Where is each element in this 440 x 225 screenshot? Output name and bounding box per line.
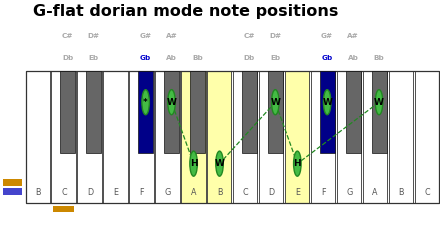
Bar: [285, 71, 309, 203]
Text: Bb: Bb: [374, 55, 385, 61]
Text: E: E: [295, 188, 300, 197]
Bar: [53, 206, 73, 212]
Text: Ab: Ab: [166, 55, 177, 61]
Text: A: A: [372, 188, 378, 197]
Text: D: D: [87, 188, 93, 197]
Circle shape: [142, 90, 149, 115]
Text: A: A: [191, 188, 196, 197]
Text: G-flat dorian mode note positions: G-flat dorian mode note positions: [33, 4, 338, 19]
Bar: [3, 179, 22, 186]
Text: W: W: [322, 98, 332, 107]
Bar: [129, 71, 154, 203]
Text: W: W: [270, 98, 280, 107]
Text: H: H: [293, 159, 301, 168]
Bar: [207, 71, 231, 203]
Bar: [77, 71, 102, 203]
Text: G#: G#: [321, 33, 333, 39]
Text: B: B: [217, 188, 222, 197]
Text: C: C: [61, 188, 67, 197]
Circle shape: [168, 90, 175, 115]
Text: B: B: [398, 188, 404, 197]
Bar: [164, 71, 179, 153]
Text: Bb: Bb: [192, 55, 203, 61]
Text: Db: Db: [62, 55, 73, 61]
Text: Gb: Gb: [140, 55, 151, 61]
Text: C#: C#: [62, 33, 73, 39]
Bar: [345, 71, 361, 153]
Text: Eb: Eb: [270, 55, 280, 61]
Bar: [389, 71, 413, 203]
Text: Db: Db: [244, 55, 255, 61]
Text: A#: A#: [347, 33, 359, 39]
Circle shape: [293, 151, 301, 176]
Text: C#: C#: [244, 33, 255, 39]
Bar: [3, 188, 22, 195]
Bar: [51, 71, 76, 203]
Text: F: F: [321, 188, 326, 197]
Bar: [60, 71, 75, 153]
Bar: [337, 71, 361, 203]
Circle shape: [375, 90, 383, 115]
Bar: [155, 71, 180, 203]
Bar: [319, 71, 335, 153]
Bar: [103, 71, 128, 203]
Text: W: W: [374, 98, 384, 107]
Bar: [259, 71, 283, 203]
Text: basicmusictheory.com: basicmusictheory.com: [11, 81, 15, 135]
Text: Gb: Gb: [322, 55, 333, 61]
Bar: [233, 71, 257, 203]
Text: B: B: [35, 188, 41, 197]
Bar: [26, 71, 440, 203]
Bar: [414, 71, 439, 203]
Bar: [363, 71, 387, 203]
Bar: [242, 71, 257, 153]
Text: D: D: [268, 188, 275, 197]
Text: *: *: [143, 98, 148, 107]
Text: G: G: [346, 188, 352, 197]
Bar: [138, 71, 153, 153]
Text: G#: G#: [139, 33, 152, 39]
Bar: [26, 71, 50, 203]
Text: E: E: [113, 188, 118, 197]
Text: W: W: [215, 159, 224, 168]
Bar: [181, 71, 205, 203]
Circle shape: [216, 151, 223, 176]
Text: A#: A#: [166, 33, 177, 39]
Text: C: C: [424, 188, 430, 197]
Bar: [371, 71, 387, 153]
Circle shape: [323, 90, 331, 115]
Circle shape: [271, 90, 279, 115]
Text: D#: D#: [88, 33, 100, 39]
Bar: [268, 71, 283, 153]
Text: W: W: [167, 98, 176, 107]
Text: F: F: [139, 188, 144, 197]
Bar: [190, 71, 205, 153]
Bar: [86, 71, 101, 153]
Text: Eb: Eb: [89, 55, 99, 61]
Text: H: H: [190, 159, 198, 168]
Text: D#: D#: [269, 33, 281, 39]
Text: C: C: [242, 188, 248, 197]
Text: Ab: Ab: [348, 55, 359, 61]
Bar: [311, 71, 335, 203]
Circle shape: [190, 151, 198, 176]
Text: G: G: [165, 188, 171, 197]
